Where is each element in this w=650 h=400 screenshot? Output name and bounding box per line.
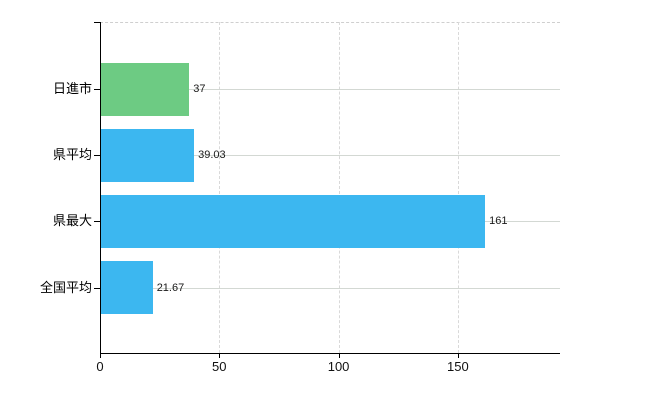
- y-axis-tick: [94, 221, 100, 223]
- bar: [101, 128, 195, 182]
- bar-value-label: 39.03: [198, 149, 226, 162]
- category-label: 県最大: [52, 213, 92, 229]
- x-tick-label: 50: [212, 359, 227, 374]
- bar-value-label: 37: [193, 83, 206, 95]
- y-axis-tick: [94, 89, 100, 90]
- bar-value-label: 161: [489, 215, 508, 228]
- category-label: 全国平均: [39, 279, 92, 295]
- bar-value-label: 21.67: [156, 281, 185, 294]
- plot-top-border: [100, 22, 560, 23]
- x-tick-label: 0: [96, 359, 104, 374]
- bar: [101, 261, 153, 315]
- x-gridline-50: [219, 22, 221, 353]
- y-axis-end-tick: [94, 22, 100, 23]
- bar: [101, 194, 486, 248]
- y-axis-tick: [94, 155, 100, 157]
- y-axis-tick: [94, 287, 100, 289]
- x-axis-line: [100, 353, 560, 354]
- x-axis-tick: [219, 353, 221, 358]
- category-gridline: [101, 155, 560, 157]
- x-gridline-150: [457, 22, 459, 353]
- bar: [101, 62, 190, 116]
- x-gridline-100: [338, 22, 340, 353]
- x-tick-label: 100: [327, 359, 350, 374]
- x-axis-tick: [457, 353, 459, 358]
- category-gridline: [101, 89, 560, 90]
- x-axis-tick: [100, 353, 101, 358]
- category-gridline: [101, 287, 560, 289]
- y-axis-line: [100, 22, 101, 353]
- x-axis-tick: [338, 353, 340, 358]
- x-tick-label: 150: [447, 359, 469, 374]
- category-label: 日進市: [52, 81, 92, 96]
- category-label: 県平均: [52, 147, 92, 163]
